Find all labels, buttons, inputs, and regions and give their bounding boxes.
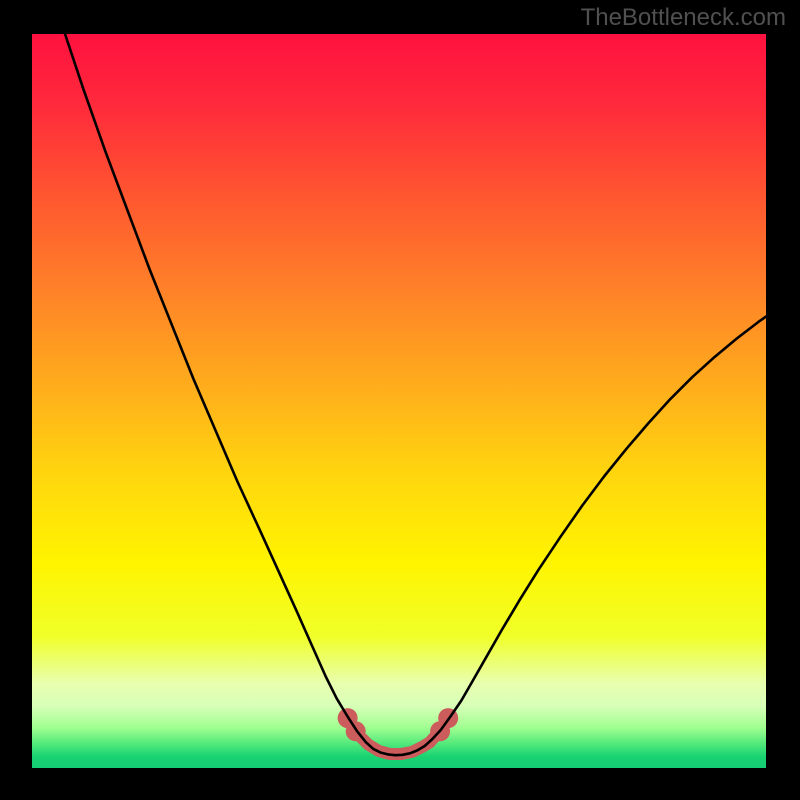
watermark-text: TheBottleneck.com	[581, 4, 786, 32]
plot-area	[32, 34, 766, 768]
chart-svg	[32, 34, 766, 768]
chart-container: TheBottleneck.com	[0, 0, 800, 800]
gradient-background	[32, 34, 766, 768]
